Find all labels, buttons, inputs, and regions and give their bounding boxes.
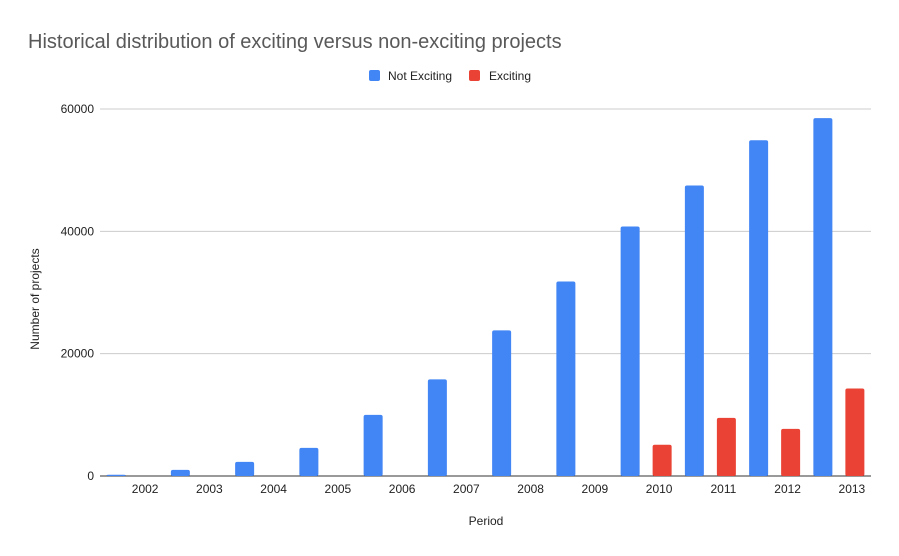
x-tick-label: 2003 xyxy=(196,482,223,496)
bar-exciting-2011 xyxy=(716,417,736,476)
x-tick-label: 2002 xyxy=(132,482,159,496)
y-axis-label: Number of projects xyxy=(28,248,42,349)
legend-label-exciting: Exciting xyxy=(489,69,531,83)
legend-swatch-not-exciting xyxy=(369,70,380,81)
x-tick-label: 2007 xyxy=(453,482,480,496)
bars xyxy=(106,118,865,477)
legend-label-not-exciting: Not Exciting xyxy=(388,69,452,83)
y-tick-label: 40000 xyxy=(61,224,95,238)
x-axis-ticks: 2002 2003 2004 2005 2006 2007 2008 2009 2010 2011… xyxy=(132,482,866,496)
bar-not-exciting-2009 xyxy=(556,281,576,476)
bar-not-exciting-2005 xyxy=(299,447,319,476)
bar-not-exciting-2013 xyxy=(813,118,833,477)
gridlines xyxy=(100,108,871,477)
bar-not-exciting-2011 xyxy=(684,185,704,477)
bar-not-exciting-2003 xyxy=(170,469,190,476)
x-tick-label: 2012 xyxy=(774,482,801,496)
x-tick-label: 2005 xyxy=(325,482,352,496)
bar-not-exciting-2008 xyxy=(492,330,512,476)
y-tick-label: 20000 xyxy=(61,347,95,361)
legend-swatch-exciting xyxy=(469,70,480,81)
x-tick-label: 2006 xyxy=(389,482,416,496)
bar-exciting-2010 xyxy=(652,444,672,476)
x-tick-label: 2009 xyxy=(582,482,609,496)
y-tick-label: 0 xyxy=(87,469,94,483)
bar-not-exciting-2007 xyxy=(427,379,447,476)
x-tick-label: 2010 xyxy=(646,482,673,496)
y-tick-label: 60000 xyxy=(61,102,95,116)
x-tick-label: 2013 xyxy=(839,482,866,496)
bar-not-exciting-2002 xyxy=(106,474,126,476)
bar-not-exciting-2012 xyxy=(749,140,769,476)
x-axis-label: Period xyxy=(469,514,504,528)
bar-exciting-2012 xyxy=(781,428,801,476)
x-tick-label: 2004 xyxy=(260,482,287,496)
bar-exciting-2013 xyxy=(845,388,865,476)
legend: Not Exciting Exciting xyxy=(369,69,531,83)
bar-not-exciting-2010 xyxy=(620,226,640,476)
y-axis-ticks: 0 20000 40000 60000 xyxy=(61,102,95,483)
x-tick-label: 2008 xyxy=(517,482,544,496)
chart-title: Historical distribution of exciting vers… xyxy=(28,31,562,53)
bar-not-exciting-2004 xyxy=(235,461,255,476)
x-tick-label: 2011 xyxy=(710,482,736,496)
bar-not-exciting-2006 xyxy=(363,414,383,476)
